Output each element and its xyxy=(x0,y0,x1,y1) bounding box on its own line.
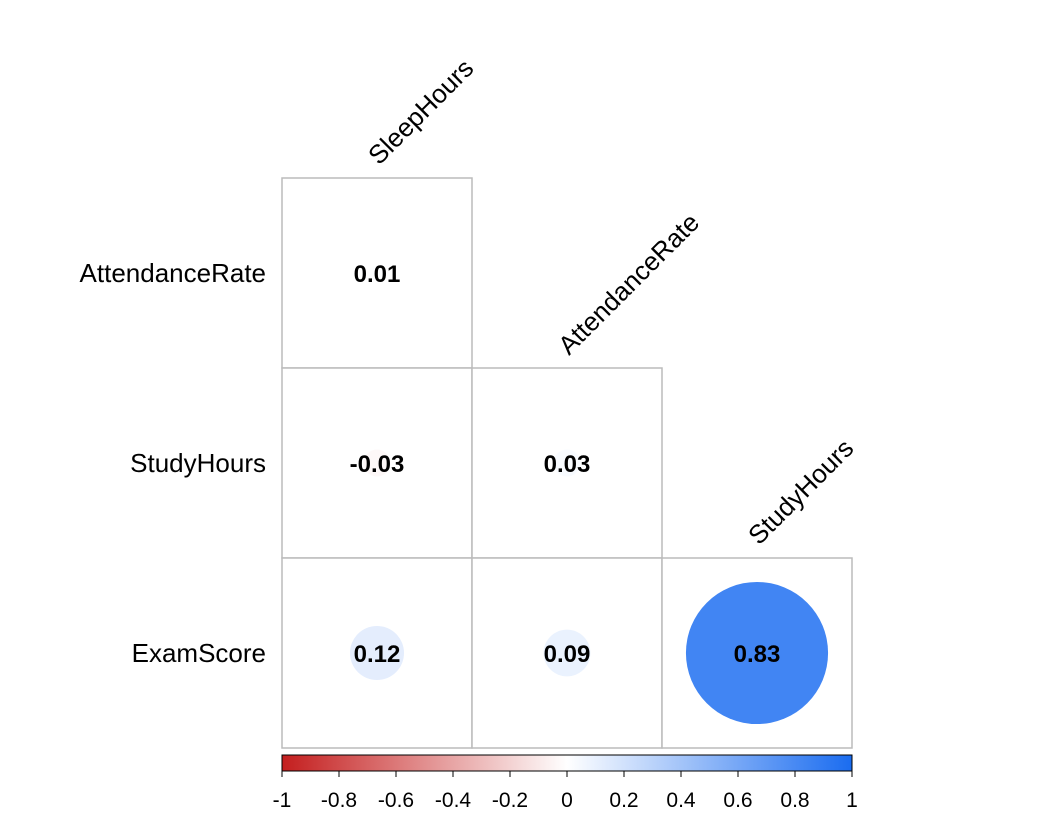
colorbar: -1 -0.8 -0.6 -0.4 -0.2 0 0.2 0.4 0.6 0.8 1 xyxy=(273,754,858,812)
cell-value-label: 0.12 xyxy=(354,641,401,668)
row-labels: AttendanceRate StudyHours ExamScore xyxy=(80,258,266,668)
cell-value-label: 0.09 xyxy=(544,641,591,668)
cell-value-label: 0.03 xyxy=(544,451,591,478)
matrix-cell: 0.01 xyxy=(281,177,473,369)
colorbar-tick-label: -0.2 xyxy=(492,789,528,812)
matrix-cell: 0.09 xyxy=(471,557,663,749)
matrix-cell: -0.03 xyxy=(281,367,473,559)
matrix-cell: 0.12 xyxy=(281,557,473,749)
column-label: StudyHours xyxy=(742,433,859,550)
colorbar-gradient xyxy=(281,754,853,772)
column-label: AttendanceRate xyxy=(552,207,705,360)
colorbar-tick-label: 0.2 xyxy=(609,789,638,812)
row-label: AttendanceRate xyxy=(80,258,266,288)
colorbar-tick-label: -0.8 xyxy=(321,789,357,812)
colorbar-tick-label: 0.4 xyxy=(666,789,696,812)
row-label: StudyHours xyxy=(130,448,266,478)
correlation-circle xyxy=(349,625,405,681)
correlation-circle xyxy=(369,265,385,281)
colorbar-tick-label: 0.8 xyxy=(780,789,809,812)
colorbar-tick-label: -0.6 xyxy=(378,789,414,812)
colorbar-tick-label: 0.6 xyxy=(723,789,752,812)
column-label: SleepHours xyxy=(362,53,479,170)
matrix-cell: 0.83 xyxy=(661,557,853,749)
cell-value-label: 0.83 xyxy=(734,641,781,668)
colorbar-tick-label: -0.4 xyxy=(435,789,472,812)
cell-value-label: 0.01 xyxy=(354,261,401,288)
correlation-circle xyxy=(685,581,829,725)
matrix-cells: 0.01 -0.03 0.03 0.12 0.09 0.83 xyxy=(281,177,853,749)
colorbar-tick-label: 0 xyxy=(561,789,573,812)
matrix-cell: 0.03 xyxy=(471,367,663,559)
cell-value-label: -0.03 xyxy=(350,451,405,478)
row-label: ExamScore xyxy=(132,638,266,668)
colorbar-tick-label: 1 xyxy=(846,789,858,812)
correlation-circle xyxy=(363,449,391,477)
correlation-circle xyxy=(543,629,591,677)
correlation-circle xyxy=(553,449,581,477)
colorbar-tick-label: -1 xyxy=(273,789,292,812)
